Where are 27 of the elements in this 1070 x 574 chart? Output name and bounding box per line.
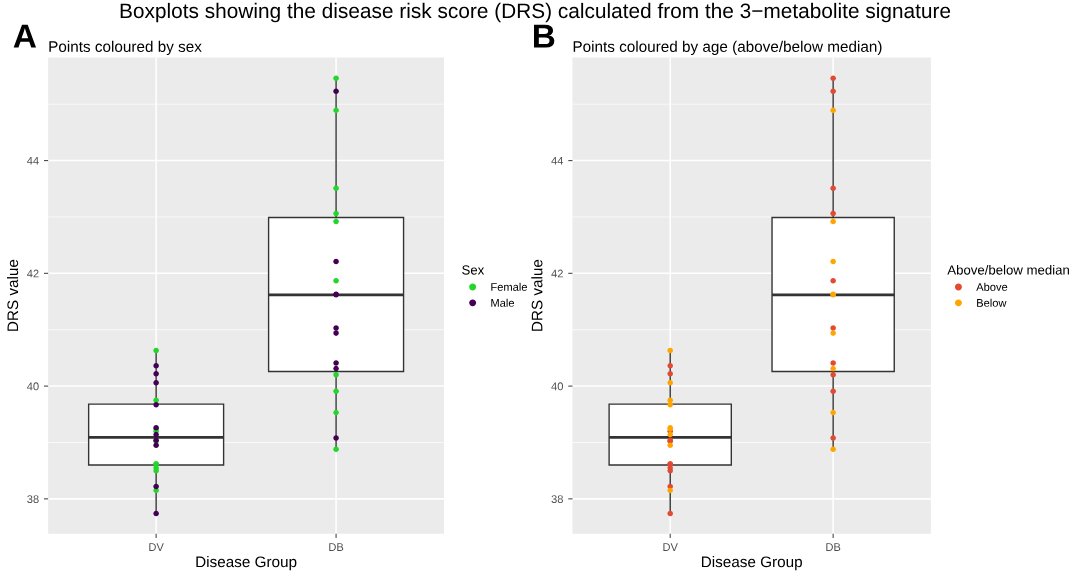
legend-label: Female (491, 282, 527, 291)
y-tick-label: 42 (27, 269, 39, 278)
text: A (13, 24, 37, 48)
x-tick-label: DV (663, 543, 678, 551)
y-tick-label: 38 (27, 495, 39, 503)
x-tick-label: DB (329, 543, 344, 551)
text: B (534, 24, 555, 48)
y-axis-title: DRS value (6, 259, 19, 331)
y-tick-label: 44 (551, 156, 564, 165)
legend-title: Sex (462, 265, 485, 275)
x-axis-title: Disease Group (196, 555, 297, 571)
y-tick-label: 42 (551, 269, 563, 278)
legend-label: Above (976, 282, 1008, 291)
x-axis-title: Disease Group (701, 555, 802, 571)
x-tick-label: DB (826, 543, 841, 551)
legend-label: Male (491, 298, 515, 307)
y-tick-label: 40 (551, 382, 563, 391)
y-tick-label: 40 (27, 382, 39, 391)
y-tick-label: 38 (551, 495, 563, 503)
chart-title: Points coloured by age (above/below median) (573, 40, 882, 56)
x-tick-label: DV (149, 543, 164, 551)
text: Boxplots showing the disease risk score (DRS) calculated from the 3−metabolite signature (120, 2, 951, 23)
chart-title: Points coloured by sex (49, 40, 202, 56)
legend-title: Above/below median (947, 264, 1069, 275)
y-axis-title: DRS value (531, 259, 543, 331)
legend-label: Below (977, 298, 1007, 307)
y-tick-label: 44 (27, 156, 39, 165)
